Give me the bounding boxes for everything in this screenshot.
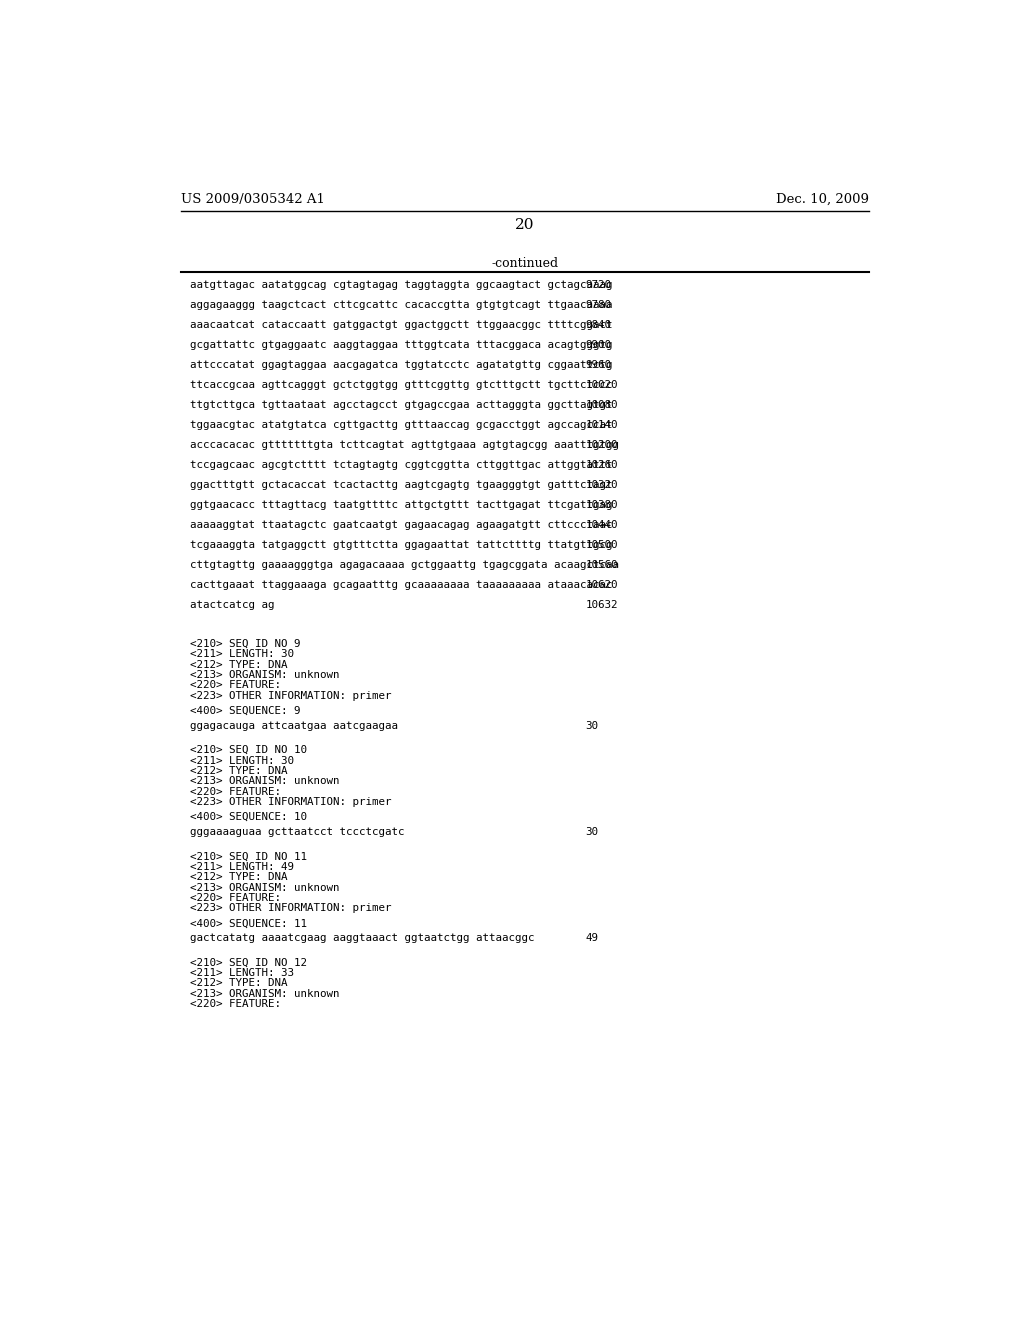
- Text: ggtgaacacc tttagttacg taatgttttc attgctgttt tacttgagat ttcgattgag: ggtgaacacc tttagttacg taatgttttc attgctg…: [190, 500, 612, 511]
- Text: aaaaaggtat ttaatagctc gaatcaatgt gagaacagag agaagatgtt cttccctaac: aaaaaggtat ttaatagctc gaatcaatgt gagaaca…: [190, 520, 612, 531]
- Text: Dec. 10, 2009: Dec. 10, 2009: [776, 193, 869, 206]
- Text: <210> SEQ ID NO 10: <210> SEQ ID NO 10: [190, 744, 307, 755]
- Text: gggaaaaguaa gcttaatcct tccctcgatc: gggaaaaguaa gcttaatcct tccctcgatc: [190, 828, 404, 837]
- Text: <212> TYPE: DNA: <212> TYPE: DNA: [190, 766, 288, 776]
- Text: gcgattattc gtgaggaatc aaggtaggaa tttggtcata tttacggaca acagtgggtg: gcgattattc gtgaggaatc aaggtaggaa tttggtc…: [190, 341, 612, 350]
- Text: <210> SEQ ID NO 11: <210> SEQ ID NO 11: [190, 851, 307, 862]
- Text: 30: 30: [586, 721, 598, 731]
- Text: 10320: 10320: [586, 480, 617, 490]
- Text: <223> OTHER INFORMATION: primer: <223> OTHER INFORMATION: primer: [190, 690, 391, 701]
- Text: ttcaccgcaa agttcagggt gctctggtgg gtttcggttg gtctttgctt tgcttctccc: ttcaccgcaa agttcagggt gctctggtgg gtttcgg…: [190, 380, 612, 391]
- Text: aaacaatcat cataccaatt gatggactgt ggactggctt ttggaacggc ttttcggact: aaacaatcat cataccaatt gatggactgt ggactgg…: [190, 321, 612, 330]
- Text: <210> SEQ ID NO 12: <210> SEQ ID NO 12: [190, 958, 307, 968]
- Text: US 2009/0305342 A1: US 2009/0305342 A1: [180, 193, 325, 206]
- Text: 49: 49: [586, 933, 598, 944]
- Text: 10200: 10200: [586, 441, 617, 450]
- Text: aggagaaggg taagctcact cttcgcattc cacaccgtta gtgtgtcagt ttgaacaaaa: aggagaaggg taagctcact cttcgcattc cacaccg…: [190, 300, 612, 310]
- Text: <223> OTHER INFORMATION: primer: <223> OTHER INFORMATION: primer: [190, 797, 391, 807]
- Text: <211> LENGTH: 30: <211> LENGTH: 30: [190, 649, 294, 659]
- Text: <212> TYPE: DNA: <212> TYPE: DNA: [190, 873, 288, 882]
- Text: 20: 20: [515, 218, 535, 232]
- Text: atactcatcg ag: atactcatcg ag: [190, 601, 274, 610]
- Text: <213> ORGANISM: unknown: <213> ORGANISM: unknown: [190, 671, 340, 680]
- Text: <213> ORGANISM: unknown: <213> ORGANISM: unknown: [190, 883, 340, 892]
- Text: <400> SEQUENCE: 9: <400> SEQUENCE: 9: [190, 706, 300, 715]
- Text: 30: 30: [586, 828, 598, 837]
- Text: tccgagcaac agcgtctttt tctagtagtg cggtcggtta cttggttgac attggtattt: tccgagcaac agcgtctttt tctagtagtg cggtcgg…: [190, 461, 612, 470]
- Text: <220> FEATURE:: <220> FEATURE:: [190, 892, 281, 903]
- Text: ggactttgtt gctacaccat tcactacttg aagtcgagtg tgaagggtgt gatttctagt: ggactttgtt gctacaccat tcactacttg aagtcga…: [190, 480, 612, 490]
- Text: <400> SEQUENCE: 11: <400> SEQUENCE: 11: [190, 919, 307, 928]
- Text: <400> SEQUENCE: 10: <400> SEQUENCE: 10: [190, 812, 307, 822]
- Text: <213> ORGANISM: unknown: <213> ORGANISM: unknown: [190, 776, 340, 787]
- Text: 10140: 10140: [586, 420, 617, 430]
- Text: 9720: 9720: [586, 280, 611, 290]
- Text: <220> FEATURE:: <220> FEATURE:: [190, 999, 281, 1010]
- Text: tcgaaaggta tatgaggctt gtgtttctta ggagaattat tattcttttg ttatgttgcg: tcgaaaggta tatgaggctt gtgtttctta ggagaat…: [190, 540, 612, 550]
- Text: 10632: 10632: [586, 601, 617, 610]
- Text: cttgtagttg gaaaagggtga agagacaaaa gctggaattg tgagcggata acaagctcaa: cttgtagttg gaaaagggtga agagacaaaa gctgga…: [190, 561, 618, 570]
- Text: 9780: 9780: [586, 300, 611, 310]
- Text: 10620: 10620: [586, 581, 617, 590]
- Text: <212> TYPE: DNA: <212> TYPE: DNA: [190, 978, 288, 989]
- Text: <212> TYPE: DNA: <212> TYPE: DNA: [190, 660, 288, 669]
- Text: <210> SEQ ID NO 9: <210> SEQ ID NO 9: [190, 639, 300, 649]
- Text: attcccatat ggagtaggaa aacgagatca tggtatcctc agatatgttg cggaattctg: attcccatat ggagtaggaa aacgagatca tggtatc…: [190, 360, 612, 370]
- Text: tggaacgtac atatgtatca cgttgacttg gtttaaccag gcgacctggt agccagccat: tggaacgtac atatgtatca cgttgacttg gtttaac…: [190, 420, 612, 430]
- Text: 10080: 10080: [586, 400, 617, 411]
- Text: 10380: 10380: [586, 500, 617, 511]
- Text: gactcatatg aaaatcgaag aaggtaaact ggtaatctgg attaacggc: gactcatatg aaaatcgaag aaggtaaact ggtaatc…: [190, 933, 535, 944]
- Text: acccacacac gtttttttgta tcttcagtat agttgtgaaa agtgtagcgg aaatttgtgg: acccacacac gtttttttgta tcttcagtat agttgt…: [190, 441, 618, 450]
- Text: <213> ORGANISM: unknown: <213> ORGANISM: unknown: [190, 989, 340, 999]
- Text: <211> LENGTH: 30: <211> LENGTH: 30: [190, 755, 294, 766]
- Text: <220> FEATURE:: <220> FEATURE:: [190, 787, 281, 797]
- Text: <211> LENGTH: 33: <211> LENGTH: 33: [190, 968, 294, 978]
- Text: 9840: 9840: [586, 321, 611, 330]
- Text: 10260: 10260: [586, 461, 617, 470]
- Text: 10500: 10500: [586, 540, 617, 550]
- Text: ggagacauga attcaatgaa aatcgaagaa: ggagacauga attcaatgaa aatcgaagaa: [190, 721, 398, 731]
- Text: <220> FEATURE:: <220> FEATURE:: [190, 681, 281, 690]
- Text: 9960: 9960: [586, 360, 611, 370]
- Text: 10560: 10560: [586, 561, 617, 570]
- Text: 9900: 9900: [586, 341, 611, 350]
- Text: -continued: -continued: [492, 257, 558, 271]
- Text: ttgtcttgca tgttaataat agcctagcct gtgagccgaa acttagggta ggcttagtgt: ttgtcttgca tgttaataat agcctagcct gtgagcc…: [190, 400, 612, 411]
- Text: <223> OTHER INFORMATION: primer: <223> OTHER INFORMATION: primer: [190, 903, 391, 913]
- Text: cacttgaaat ttaggaaaga gcagaatttg gcaaaaaaaa taaaaaaaaa ataaacacac: cacttgaaat ttaggaaaga gcagaatttg gcaaaaa…: [190, 581, 612, 590]
- Text: <211> LENGTH: 49: <211> LENGTH: 49: [190, 862, 294, 871]
- Text: aatgttagac aatatggcag cgtagtagag taggtaggta ggcaagtact gctagcaaag: aatgttagac aatatggcag cgtagtagag taggtag…: [190, 280, 612, 290]
- Text: 10440: 10440: [586, 520, 617, 531]
- Text: 10020: 10020: [586, 380, 617, 391]
